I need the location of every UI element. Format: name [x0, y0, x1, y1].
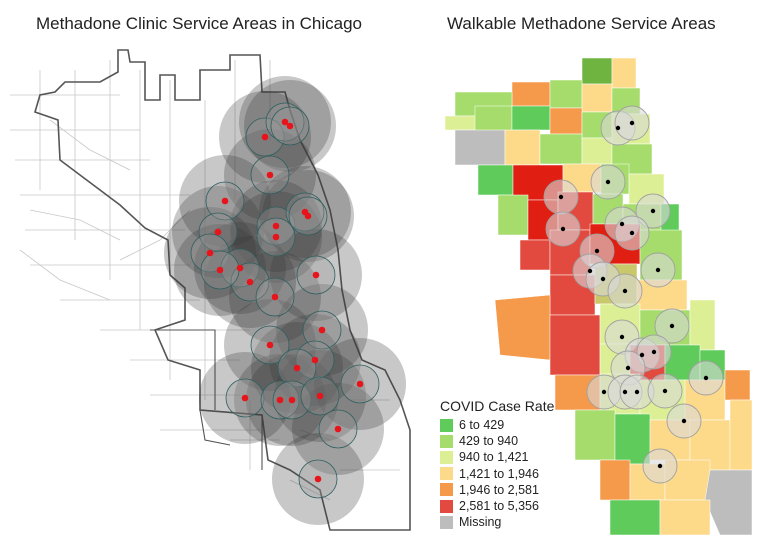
clinic-marker: [293, 364, 301, 372]
legend-swatch: [440, 515, 453, 529]
legend-label: 940 to 1,421: [459, 450, 529, 465]
clinic-marker: [619, 221, 625, 227]
clinic-marker: [622, 288, 628, 294]
clinic-marker: [657, 463, 663, 469]
clinic-marker: [216, 266, 224, 274]
clinic-marker: [634, 389, 640, 395]
clinic-marker: [286, 122, 294, 130]
legend-swatch: [440, 450, 453, 464]
clinic-marker: [266, 171, 274, 179]
clinic-marker: [615, 125, 621, 131]
clinic-marker: [271, 293, 279, 301]
legend: COVID Case Rate 6 to 429 429 to 940 940 to…: [440, 398, 554, 530]
clinic-marker: [272, 222, 280, 230]
clinic-marker: [662, 388, 668, 394]
clinic-marker: [655, 267, 661, 273]
clinic-marker: [669, 323, 675, 329]
legend-swatch: [440, 467, 453, 481]
legend-swatch: [440, 483, 453, 497]
clinic-marker: [681, 418, 687, 424]
clinic-marker: [639, 352, 645, 358]
legend-label: 2,581 to 5,356: [459, 499, 539, 514]
legend-item: 6 to 429: [440, 417, 554, 433]
clinic-marker: [629, 120, 635, 126]
clinic-marker: [206, 249, 214, 257]
clinic-marker: [558, 194, 564, 200]
clinic-marker: [601, 389, 607, 395]
right-map: [444, 57, 753, 536]
legend-item: 940 to 1,421: [440, 449, 554, 465]
clinic-marker: [266, 341, 274, 349]
clinic-marker: [651, 349, 657, 355]
clinic-marker: [241, 394, 249, 402]
clinic-marker: [236, 264, 244, 272]
clinic-marker: [619, 334, 625, 340]
left-map: [10, 49, 411, 531]
clinic-marker: [214, 228, 222, 236]
clinic-marker: [221, 197, 229, 205]
clinic-markers: [206, 118, 364, 483]
legend-swatch: [440, 418, 453, 432]
clinic-marker: [625, 365, 631, 371]
clinic-marker: [312, 271, 320, 279]
legend-label: 1,421 to 1,946: [459, 466, 539, 481]
clinic-marker: [703, 375, 709, 381]
clinic-markers-right: [558, 120, 709, 469]
left-map-title: Methadone Clinic Service Areas in Chicag…: [36, 14, 363, 33]
clinic-marker: [605, 179, 611, 185]
clinic-marker: [281, 118, 289, 126]
legend-label: 6 to 429: [459, 418, 505, 433]
clinic-marker: [276, 396, 284, 404]
clinic-marker: [316, 392, 324, 400]
buffer-inner-rings: [190, 102, 380, 499]
clinic-marker: [587, 268, 593, 274]
clinic-marker: [261, 133, 269, 141]
clinic-marker: [356, 380, 364, 388]
legend-item: 429 to 940: [440, 433, 554, 449]
legend-label: 1,946 to 2,581: [459, 482, 539, 497]
legend-item: 1,946 to 2,581: [440, 482, 554, 498]
clinic-marker: [334, 425, 342, 433]
clinic-marker: [594, 248, 600, 254]
walkable-service-areas: [543, 105, 724, 484]
clinic-marker: [314, 475, 322, 483]
clinic-marker: [650, 208, 656, 214]
legend-title: COVID Case Rate: [440, 398, 555, 414]
legend-item: Missing: [440, 514, 554, 530]
clinic-marker: [318, 326, 326, 334]
legend-swatch: [440, 499, 453, 513]
clinic-marker: [311, 356, 319, 364]
clinic-marker: [600, 276, 606, 282]
clinic-marker: [288, 396, 296, 404]
legend-item: 1,421 to 1,946: [440, 466, 554, 482]
right-map-title: Walkable Methadone Service Areas: [447, 14, 716, 33]
legend-swatch: [440, 434, 453, 448]
city-boundary: [34, 49, 411, 531]
clinic-marker: [629, 230, 635, 236]
clinic-marker: [304, 212, 312, 220]
clinic-marker: [272, 233, 280, 241]
clinic-marker: [560, 226, 566, 232]
clinic-marker: [622, 389, 628, 395]
legend-label: 429 to 940: [459, 434, 519, 449]
legend-label: Missing: [459, 515, 502, 530]
legend-item: 2,581 to 5,356: [440, 498, 554, 514]
clinic-marker: [246, 278, 254, 286]
